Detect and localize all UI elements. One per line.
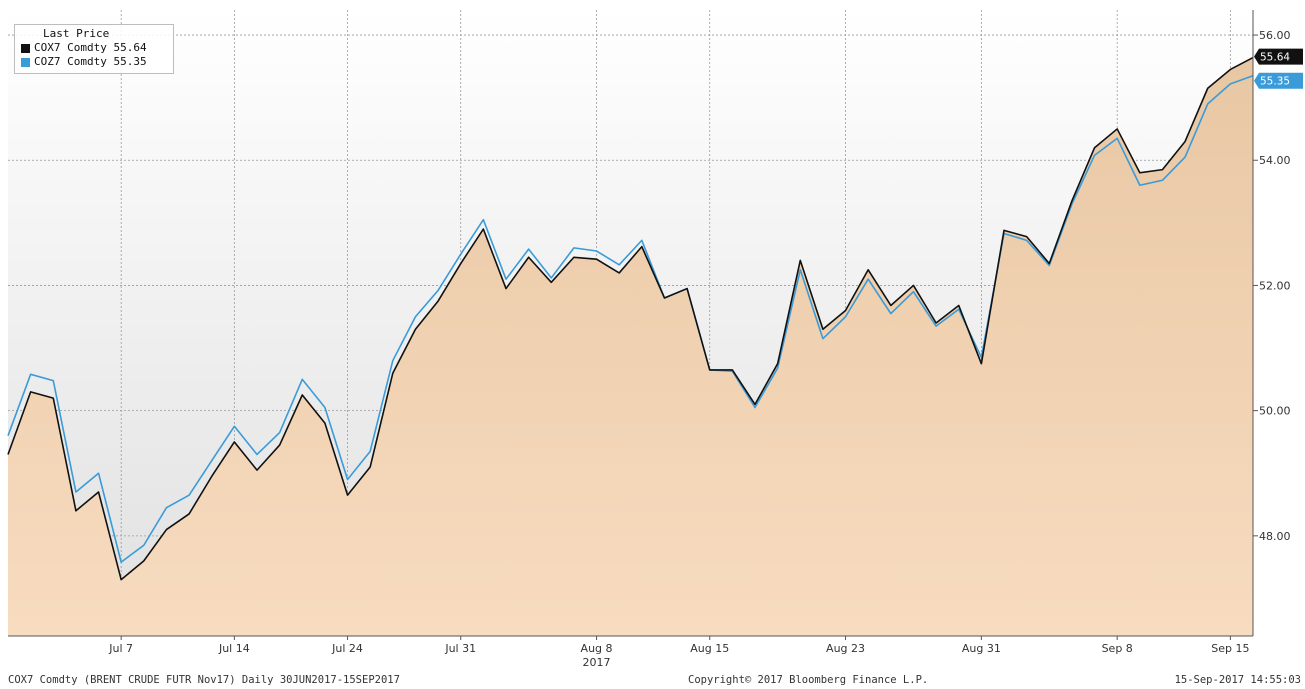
- y-tick-label: 50.00: [1259, 405, 1291, 418]
- y-axis-ticks: 56.00 54.00 52.00 50.00 48.00: [1253, 29, 1291, 543]
- x-year-label: 2017: [583, 656, 611, 669]
- footer-description: COX7 Comdty (BRENT CRUDE FUTR Nov17) Dai…: [8, 674, 400, 686]
- legend-item-coz7: COZ7 Comdty 55.35: [21, 55, 169, 69]
- y-tick-label: 56.00: [1259, 29, 1291, 42]
- x-tick-label: Sep 15: [1211, 642, 1249, 655]
- badge-shape: [1254, 48, 1303, 65]
- x-tick-label: Jul 7: [108, 642, 133, 655]
- axes: [8, 10, 1254, 637]
- x-axis-ticks: Jul 7 Jul 14 Jul 24 Jul 31 Aug 8 Aug 15 Aug 23…: [108, 636, 1249, 669]
- badge-value: 55.64: [1260, 52, 1290, 64]
- legend: Last Price COX7 Comdty 55.64 COZ7 Comdty…: [14, 24, 174, 74]
- badge-value: 55.35: [1260, 76, 1290, 88]
- legend-name-cox7: COX7 Comdty: [34, 41, 107, 54]
- series-line-cox7: [7, 56, 1254, 581]
- x-tick-label: Aug 8: [581, 642, 613, 655]
- x-tick-label: Jul 24: [331, 642, 363, 655]
- last-price-badges: 55.64 55.35: [1254, 48, 1303, 89]
- footer-timestamp: 15-Sep-2017 14:55:03: [1174, 674, 1301, 686]
- y-tick-label: 48.00: [1259, 530, 1291, 543]
- legend-value-cox7: 55.64: [113, 41, 147, 54]
- footer-copyright: Copyright© 2017 Bloomberg Finance L.P.: [688, 674, 929, 686]
- x-tick-label: Sep 8: [1102, 642, 1133, 655]
- x-tick-label: Aug 15: [690, 642, 729, 655]
- legend-item-cox7: COX7 Comdty 55.64: [21, 41, 169, 55]
- legend-swatch-coz7: [21, 57, 30, 67]
- x-tick-label: Jul 31: [444, 642, 476, 655]
- area-fill-cox7: [8, 57, 1253, 636]
- series-lines: [7, 56, 1254, 581]
- x-tick-label: Jul 14: [218, 642, 250, 655]
- x-tick-label: Aug 23: [826, 642, 865, 655]
- legend-title: Last Price: [43, 27, 110, 40]
- legend-name-coz7: COZ7 Comdty: [34, 55, 107, 68]
- series-line-coz7: [7, 74, 1254, 563]
- legend-value-coz7: 55.35: [113, 55, 147, 68]
- last-price-badge-coz7: 55.35: [1254, 72, 1303, 89]
- x-tick-label: Aug 31: [962, 642, 1001, 655]
- y-tick-label: 52.00: [1259, 279, 1291, 292]
- y-tick-label: 54.00: [1259, 154, 1291, 167]
- last-price-badge-cox7: 55.64: [1254, 48, 1303, 65]
- legend-swatch-cox7: [21, 43, 30, 53]
- badge-shape: [1254, 72, 1303, 89]
